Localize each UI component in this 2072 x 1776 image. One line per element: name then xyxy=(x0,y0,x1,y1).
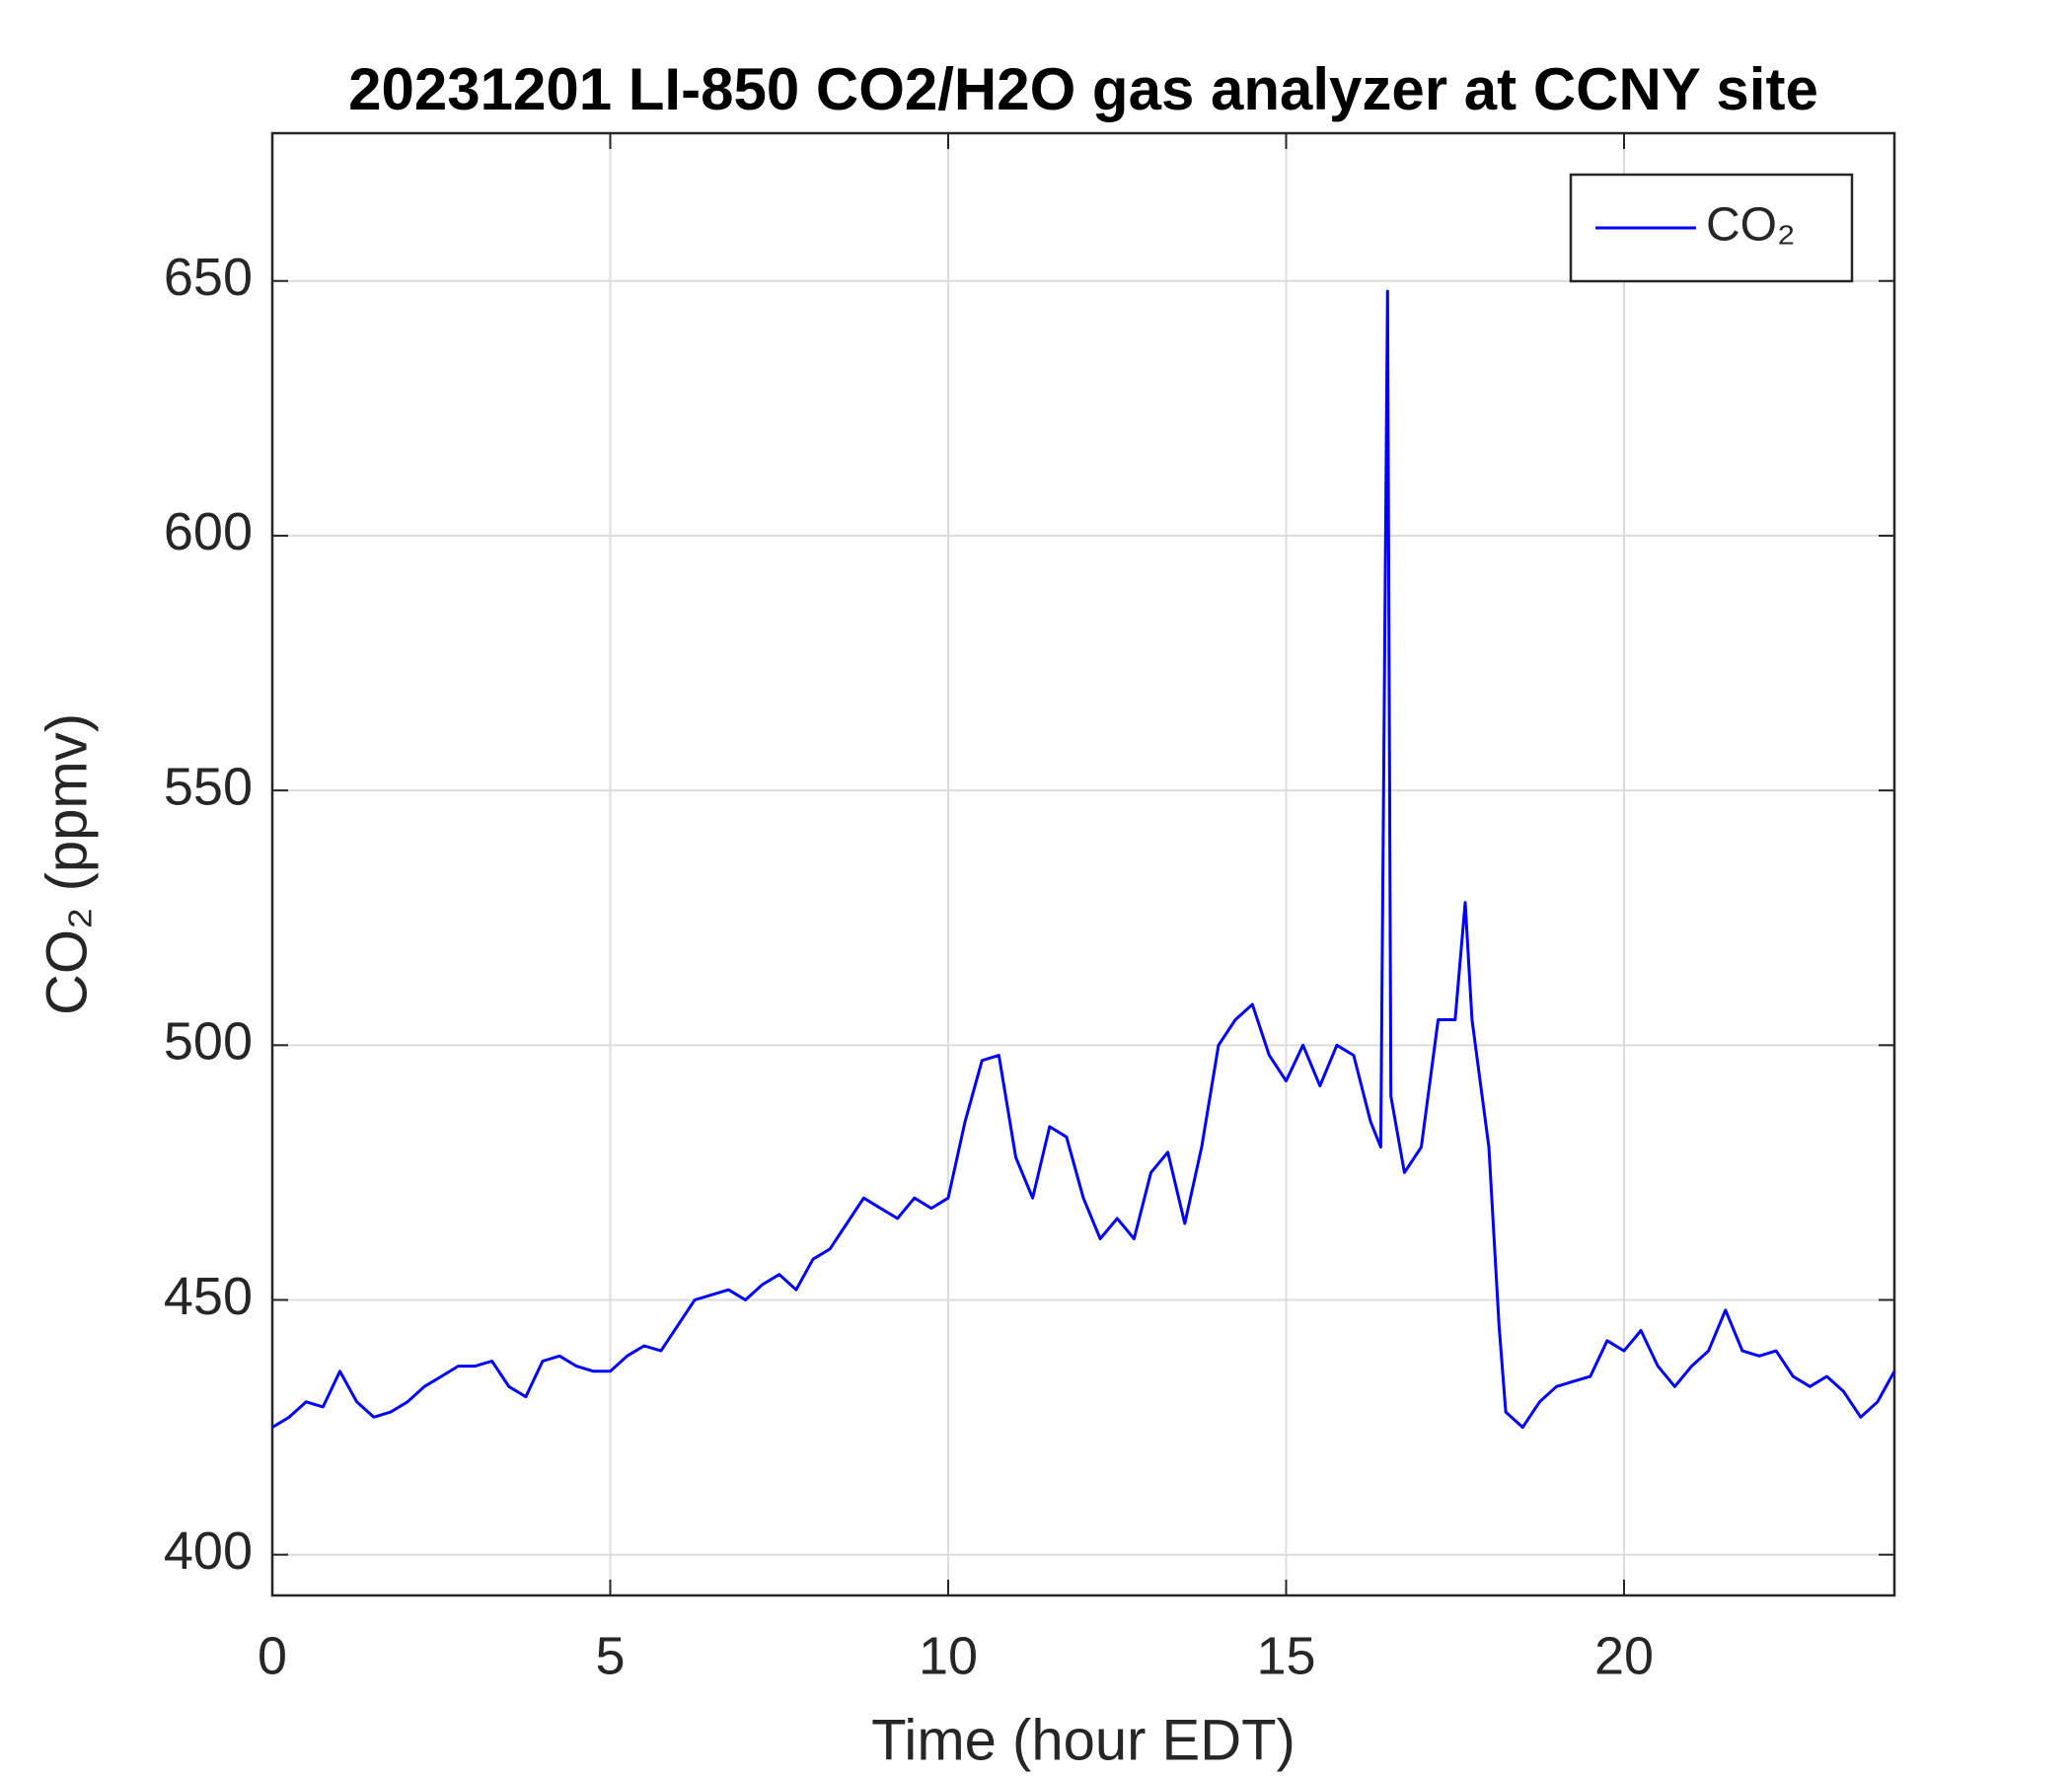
x-tick-label: 15 xyxy=(1256,1626,1315,1685)
y-tick-label: 450 xyxy=(164,1267,253,1326)
chart-title: 20231201 LI-850 CO2/H2O gas analyzer at … xyxy=(348,56,1818,122)
x-axis-label: Time (hour EDT) xyxy=(871,1708,1295,1772)
y-tick-label: 500 xyxy=(164,1012,253,1072)
x-tick-label: 0 xyxy=(258,1626,287,1685)
y-tick-label: 650 xyxy=(164,248,253,307)
x-tick-label: 10 xyxy=(919,1626,978,1685)
y-tick-label: 550 xyxy=(164,757,253,816)
plot-frame xyxy=(270,131,1896,1597)
legend-label: CO₂ xyxy=(1706,199,1796,252)
y-tick-label: 400 xyxy=(164,1521,253,1581)
x-tick-label: 5 xyxy=(595,1626,625,1685)
y-axis-label: CO₂ (ppmv) xyxy=(35,713,99,1015)
y-tick-label: 600 xyxy=(164,502,253,561)
data-line xyxy=(271,289,1896,1430)
x-tick-label: 20 xyxy=(1594,1626,1654,1685)
